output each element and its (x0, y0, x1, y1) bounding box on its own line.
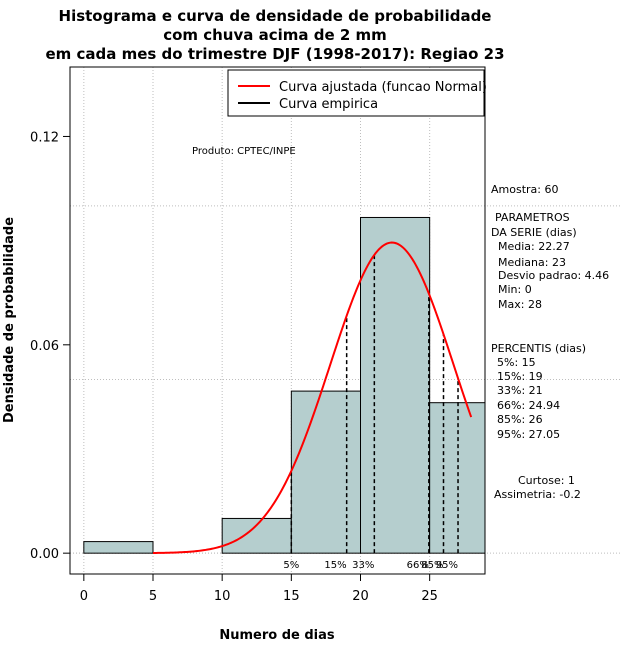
stat-percentis-title: PERCENTIS (dias) (491, 342, 586, 355)
y-tick-label: 0.06 (30, 339, 59, 354)
histogram-bar (83, 541, 154, 554)
legend-label-empirical: Curva empirica (279, 97, 378, 112)
stat-p33: 33%: 21 (497, 384, 543, 397)
percentile-label: 85% (421, 560, 443, 571)
x-tick-label: 20 (352, 589, 369, 604)
normal-curve (152, 241, 473, 554)
stat-param-title-2: DA SERIE (dias) (491, 226, 577, 239)
x-tick-label: 10 (214, 589, 231, 604)
percentile-label: 66% (407, 560, 429, 571)
stat-p5: 5%: 15 (497, 356, 536, 369)
y-axis: 0.00 0.06 0.12 (30, 130, 71, 562)
y-tick-label: 0.12 (30, 130, 59, 145)
product-annotation: Produto: CPTEC/INPE (192, 146, 296, 157)
stat-media: Media: 22.27 (498, 240, 570, 253)
legend-label-fit: Curva ajustada (funcao Normal) (279, 80, 487, 95)
percentile-label: 95% (436, 560, 458, 571)
histogram-bar (290, 390, 362, 554)
percentile-label: 33% (352, 560, 374, 571)
plot-area: 5% 15% 33% 66%85%95% (69, 66, 620, 575)
histogram-bars (83, 216, 486, 554)
normal-curve-path (152, 241, 473, 554)
percentile-label: 15% (324, 560, 346, 571)
stat-max: Max: 28 (498, 298, 542, 311)
stat-assimetria: Assimetria: -0.2 (494, 488, 581, 501)
chart-title-line-1: Histograma e curva de densidade de proba… (59, 7, 492, 25)
stat-min: Min: 0 (498, 283, 532, 296)
stat-p15: 15%: 19 (497, 370, 543, 383)
stat-p85: 85%: 26 (497, 413, 543, 426)
chart-title-line-3: em cada mes do trimestre DJF (1998-2017)… (45, 45, 504, 63)
stat-p66: 66%: 24.94 (497, 399, 560, 412)
percentile-labels: 5% 15% 33% 66%85%95% (283, 560, 458, 571)
x-tick-label: 0 (80, 589, 88, 604)
legend: Curva ajustada (funcao Normal) Curva emp… (227, 69, 487, 117)
legend-box (227, 69, 485, 117)
x-axis: 0 5 10 15 20 25 (80, 573, 438, 604)
stat-param-title-1: PARAMETROS (495, 211, 570, 224)
y-tick-label: 0.00 (30, 547, 59, 562)
x-tick-label: 25 (421, 589, 438, 604)
percentile-label: 5% (283, 560, 299, 571)
stat-amostra: Amostra: 60 (491, 183, 558, 196)
stats-panel: Amostra: 60 PARAMETROS DA SERIE (dias) M… (491, 183, 609, 501)
histogram-bar (360, 216, 431, 554)
stat-curtose: Curtose: 1 (518, 474, 575, 487)
chart-title-line-2: com chuva acima de 2 mm (163, 26, 387, 44)
x-tick-label: 15 (283, 589, 300, 604)
stat-mediana: Mediana: 23 (498, 256, 566, 269)
stat-p95: 95%: 27.05 (497, 428, 560, 441)
x-axis-title: Numero de dias (219, 628, 335, 643)
stat-desvio: Desvio padrao: 4.46 (498, 269, 609, 282)
x-tick-label: 5 (149, 589, 157, 604)
y-axis-title: Densidade de probabilidade (2, 217, 17, 423)
percentile-lines (290, 254, 459, 554)
